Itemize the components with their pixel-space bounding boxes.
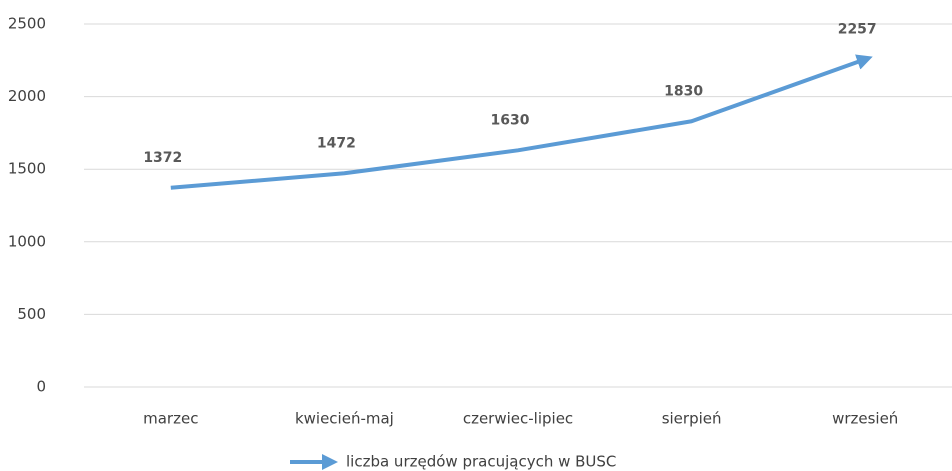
y-tick-label: 2500 bbox=[8, 15, 46, 33]
data-label: 1630 bbox=[491, 112, 530, 128]
y-tick-label: 1000 bbox=[8, 232, 46, 250]
data-label: 1472 bbox=[317, 135, 356, 151]
y-tick-label: 1500 bbox=[8, 160, 46, 178]
data-label: 1830 bbox=[664, 83, 703, 99]
x-tick-label: wrzesień bbox=[832, 410, 898, 428]
x-tick-label: czerwiec-lipiec bbox=[463, 410, 573, 428]
y-tick-label: 500 bbox=[17, 305, 46, 323]
y-tick-label: 2000 bbox=[8, 87, 46, 105]
legend-label: liczba urzędów pracujących w BUSC bbox=[346, 453, 616, 471]
x-tick-label: sierpień bbox=[662, 410, 722, 428]
series-line bbox=[170, 54, 873, 190]
y-tick-label: 0 bbox=[36, 378, 46, 396]
data-label: 2257 bbox=[838, 21, 877, 37]
x-tick-label: kwiecień-maj bbox=[295, 410, 394, 428]
x-tick-label: marzec bbox=[143, 410, 198, 428]
data-label: 1372 bbox=[143, 150, 182, 166]
